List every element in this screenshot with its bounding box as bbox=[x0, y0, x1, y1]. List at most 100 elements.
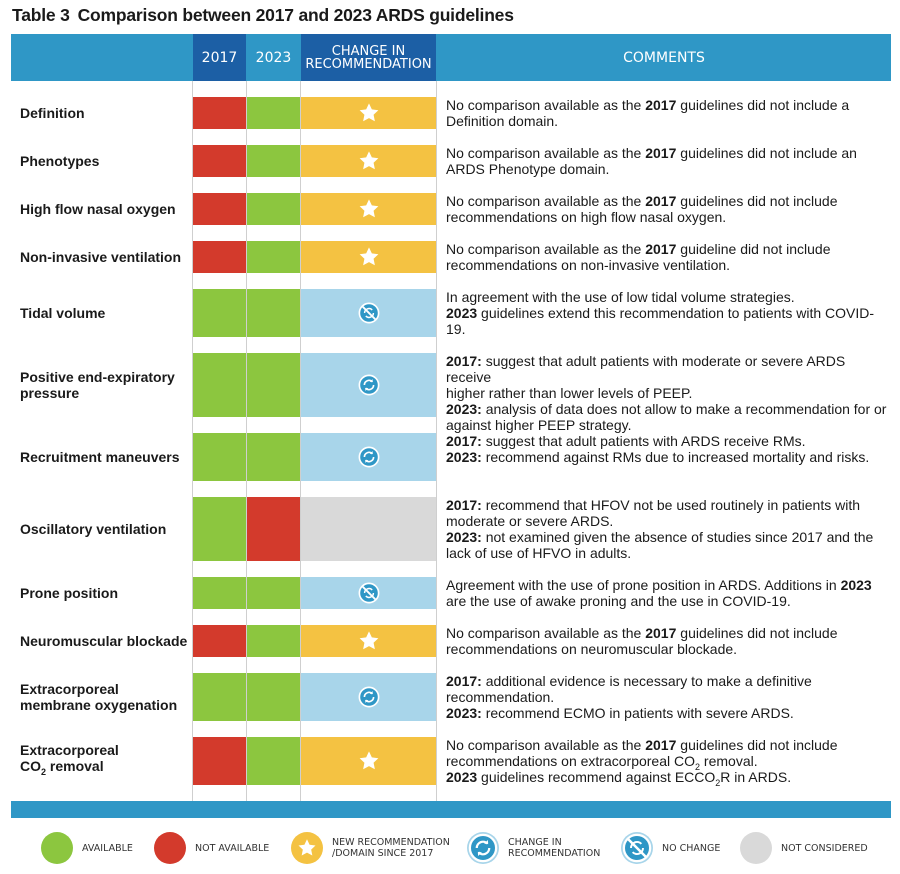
cell-change-status bbox=[301, 737, 436, 785]
row-comment: 2017: additional evidence is necessary t… bbox=[446, 673, 891, 721]
comment-line: recommendations on high flow nasal oxyge… bbox=[446, 209, 727, 225]
table-row: Phenotypes No comparison available as the… bbox=[11, 145, 891, 177]
star-icon bbox=[358, 150, 380, 172]
no-change-icon bbox=[622, 833, 652, 863]
no-change-icon bbox=[358, 582, 380, 604]
column-divider bbox=[246, 81, 247, 801]
table-header: 2017 2023 CHANGE IN RECOMMENDATION COMMEN… bbox=[11, 34, 891, 81]
cell-2017-status bbox=[193, 577, 246, 609]
header-2023: 2023 bbox=[255, 49, 292, 66]
comment-line: 2023: analysis of data does not allow to… bbox=[446, 401, 887, 417]
row-label: Recruitment maneuvers bbox=[20, 449, 180, 465]
header-change-line1: CHANGE IN bbox=[331, 43, 406, 59]
comment-line: No comparison available as the 2017 guid… bbox=[446, 737, 838, 753]
legend-item-change: CHANGE IN RECOMMENDATION bbox=[467, 832, 600, 864]
row-label: Extracorporeal CO2 removal bbox=[20, 742, 119, 777]
table-row: Oscillatory ventilation 2017: recommend t… bbox=[11, 497, 891, 561]
row-label: Definition bbox=[20, 105, 85, 121]
comment-line: 2017: suggest that adult patients with A… bbox=[446, 433, 806, 449]
cell-2017-status bbox=[193, 673, 246, 721]
comment-line: 2023: recommend against RMs due to incre… bbox=[446, 449, 870, 465]
comment-line: are the use of awake proning and the use… bbox=[446, 593, 791, 609]
star-icon bbox=[358, 102, 380, 124]
legend-item-not-considered: NOT CONSIDERED bbox=[740, 832, 868, 864]
cell-change-status bbox=[301, 497, 436, 561]
change-icon bbox=[358, 446, 380, 468]
row-label: Prone position bbox=[20, 585, 118, 601]
cell-change-status bbox=[301, 241, 436, 273]
star-icon bbox=[358, 198, 380, 220]
column-divider bbox=[192, 81, 193, 801]
star-icon bbox=[358, 246, 380, 268]
comment-line: 2023 guidelines extend this recommendati… bbox=[446, 305, 875, 337]
comment-line: recommendations on extracorporeal CO2 re… bbox=[446, 753, 758, 772]
row-comment: 2017: recommend that HFOV not be used ro… bbox=[446, 497, 891, 561]
table-footer-bar bbox=[11, 801, 891, 818]
comment-line: moderate or severe ARDS. bbox=[446, 513, 614, 529]
table-row: Extracorporeal membrane oxygenation 2017: … bbox=[11, 673, 891, 721]
table-row: Extracorporeal CO2 removal No comparison a… bbox=[11, 737, 891, 788]
table-row: Positive end-expiratory pressure 2017: sug… bbox=[11, 353, 891, 433]
comment-line: Agreement with the use of prone position… bbox=[446, 577, 872, 593]
cell-change-status bbox=[301, 353, 436, 417]
comment-line: higher rather than lower levels of PEEP. bbox=[446, 385, 693, 401]
column-divider bbox=[436, 81, 437, 801]
row-label: Positive end-expiratory pressure bbox=[20, 369, 175, 401]
legend-swatch bbox=[740, 832, 772, 864]
comment-line: Definition domain. bbox=[446, 113, 559, 129]
cell-change-status bbox=[301, 625, 436, 657]
comment-line: No comparison available as the 2017 guid… bbox=[446, 241, 831, 257]
cell-2023-status bbox=[247, 737, 300, 785]
comment-line: 2023: recommend ECMO in patients with se… bbox=[446, 705, 794, 721]
cell-2017-status bbox=[193, 433, 246, 481]
cell-change-status bbox=[301, 145, 436, 177]
cell-change-status bbox=[301, 289, 436, 337]
cell-change-status bbox=[301, 97, 436, 129]
cell-2023-status bbox=[247, 353, 300, 417]
row-label: Extracorporeal membrane oxygenation bbox=[20, 681, 178, 713]
cell-2017-status bbox=[193, 625, 246, 657]
cell-2017-status bbox=[193, 97, 246, 129]
header-change-line2: RECOMMENDATION bbox=[305, 56, 432, 72]
no-change-icon bbox=[358, 302, 380, 324]
comment-line: 2017: suggest that adult patients with m… bbox=[446, 353, 846, 385]
legend-label: NOT CONSIDERED bbox=[781, 842, 868, 854]
cell-change-status bbox=[301, 673, 436, 721]
comment-line: 2017: recommend that HFOV not be used ro… bbox=[446, 497, 861, 513]
star-icon bbox=[297, 838, 317, 858]
star-icon bbox=[358, 750, 380, 772]
cell-2023-status bbox=[247, 289, 300, 337]
legend-swatch bbox=[291, 832, 323, 864]
legend-item-new: NEW RECOMMENDATION/DOMAIN SINCE 2017 bbox=[291, 832, 450, 864]
row-comment: No comparison available as the 2017 guid… bbox=[446, 737, 891, 788]
star-icon bbox=[358, 630, 380, 652]
row-comment: No comparison available as the 2017 guid… bbox=[446, 625, 891, 657]
row-comment: In agreement with the use of low tidal v… bbox=[446, 289, 891, 337]
legend-swatch bbox=[467, 832, 499, 864]
comment-line: 2023 guidelines recommend against ECCO2R… bbox=[446, 769, 792, 788]
row-comment: Agreement with the use of prone position… bbox=[446, 577, 891, 609]
header-change: CHANGE IN RECOMMENDATION bbox=[301, 34, 436, 81]
comment-line: 2023: not examined given the absence of … bbox=[446, 529, 874, 545]
cell-2023-status bbox=[247, 433, 300, 481]
cell-2017-status bbox=[193, 145, 246, 177]
cell-2023-status bbox=[247, 97, 300, 129]
row-comment: 2017: suggest that adult patients with A… bbox=[446, 433, 891, 465]
change-icon bbox=[468, 833, 498, 863]
legend-item-available: AVAILABLE bbox=[41, 832, 133, 864]
cell-2017-status bbox=[193, 353, 246, 417]
comparison-table: 2017 2023 CHANGE IN RECOMMENDATION COMMEN… bbox=[11, 34, 891, 818]
row-label: Oscillatory ventilation bbox=[20, 521, 167, 537]
cell-2017-status bbox=[193, 289, 246, 337]
comment-line: No comparison available as the 2017 guid… bbox=[446, 97, 850, 113]
cell-2023-status bbox=[247, 241, 300, 273]
legend-label: AVAILABLE bbox=[82, 842, 133, 854]
cell-2023-status bbox=[247, 673, 300, 721]
table-title: Table 3 Comparison between 2017 and 2023 … bbox=[12, 5, 514, 26]
legend-label: NO CHANGE bbox=[662, 842, 721, 854]
cell-2017-status bbox=[193, 497, 246, 561]
row-comment: No comparison available as the 2017 guid… bbox=[446, 193, 891, 225]
table-row: Definition No comparison available as the… bbox=[11, 97, 891, 129]
cell-change-status bbox=[301, 193, 436, 225]
column-divider bbox=[300, 81, 301, 801]
